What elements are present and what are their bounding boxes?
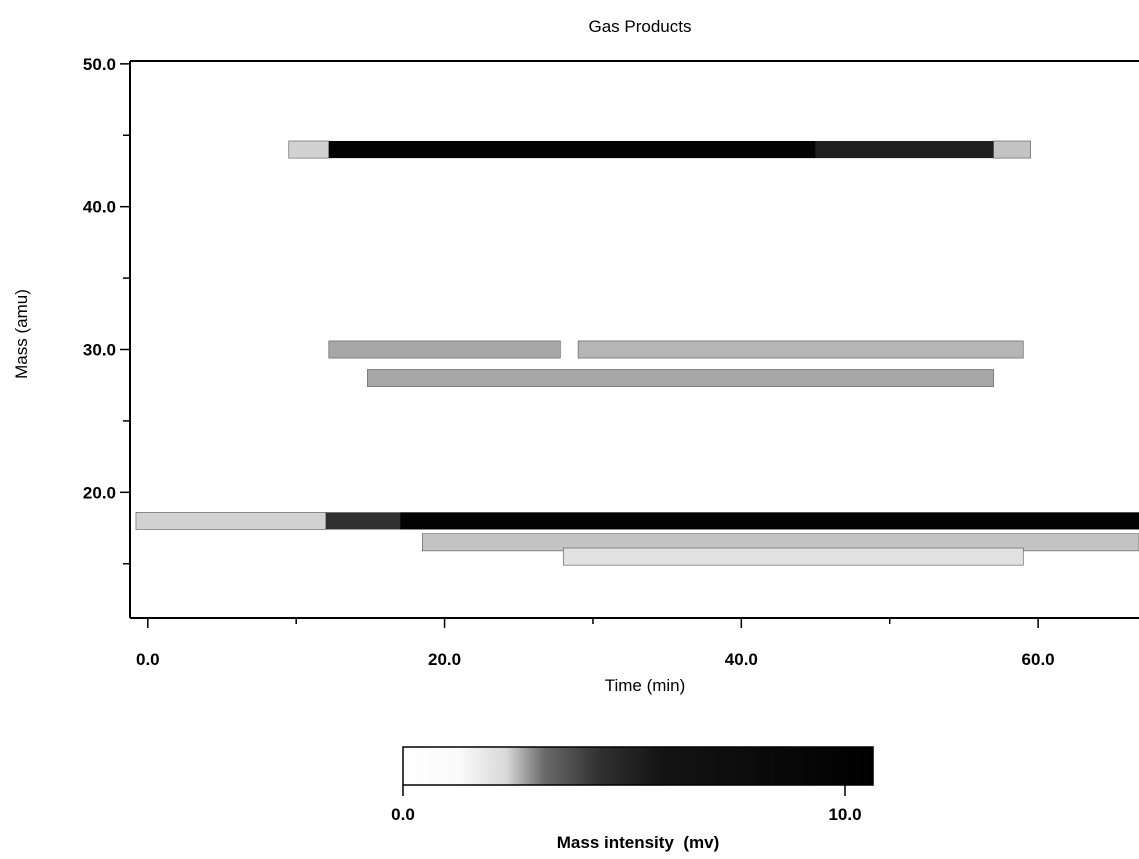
y-tick-label: 30.0 [83,340,116,359]
y-tick-label: 50.0 [83,55,116,74]
heatmap-segment [562,547,1024,566]
heatmap-segment [577,340,1024,359]
heatmap-segment [325,512,401,530]
x-tick-label: 40.0 [725,650,758,669]
colorbar-label: Mass intensity (mv) [557,833,720,852]
y-ticks: 20.0 30.0 40.0 50.0 [83,55,130,565]
colorbar-gradient [402,746,874,786]
heatmap-segment [135,512,327,530]
heatmap-segment [993,140,1031,159]
chart-title: Gas Products [589,17,692,36]
colorbar-tick-label-max: 10.0 [828,805,861,824]
y-tick-label: 40.0 [83,198,116,217]
heatmap-segment [328,340,561,359]
x-axis-label: Time (min) [605,676,686,695]
colorbar-tick-label-min: 0.0 [391,805,415,824]
x-ticks: 0.0 20.0 40.0 60.0 [136,618,1055,669]
heatmap-segment [367,369,994,387]
heatmap-segment [815,140,994,159]
x-tick-label: 20.0 [428,650,461,669]
heatmap-segment [400,512,1139,530]
y-axis-label: Mass (amu) [12,289,31,379]
colorbar: 0.0 10.0 Mass intensity (mv) [391,746,874,852]
x-tick-label: 0.0 [136,650,160,669]
x-tick-label: 60.0 [1022,650,1055,669]
heatmap-segment [328,140,816,159]
heatmap-segment [288,140,330,159]
heatmap-bands [135,140,1139,566]
y-tick-label: 20.0 [83,483,116,502]
